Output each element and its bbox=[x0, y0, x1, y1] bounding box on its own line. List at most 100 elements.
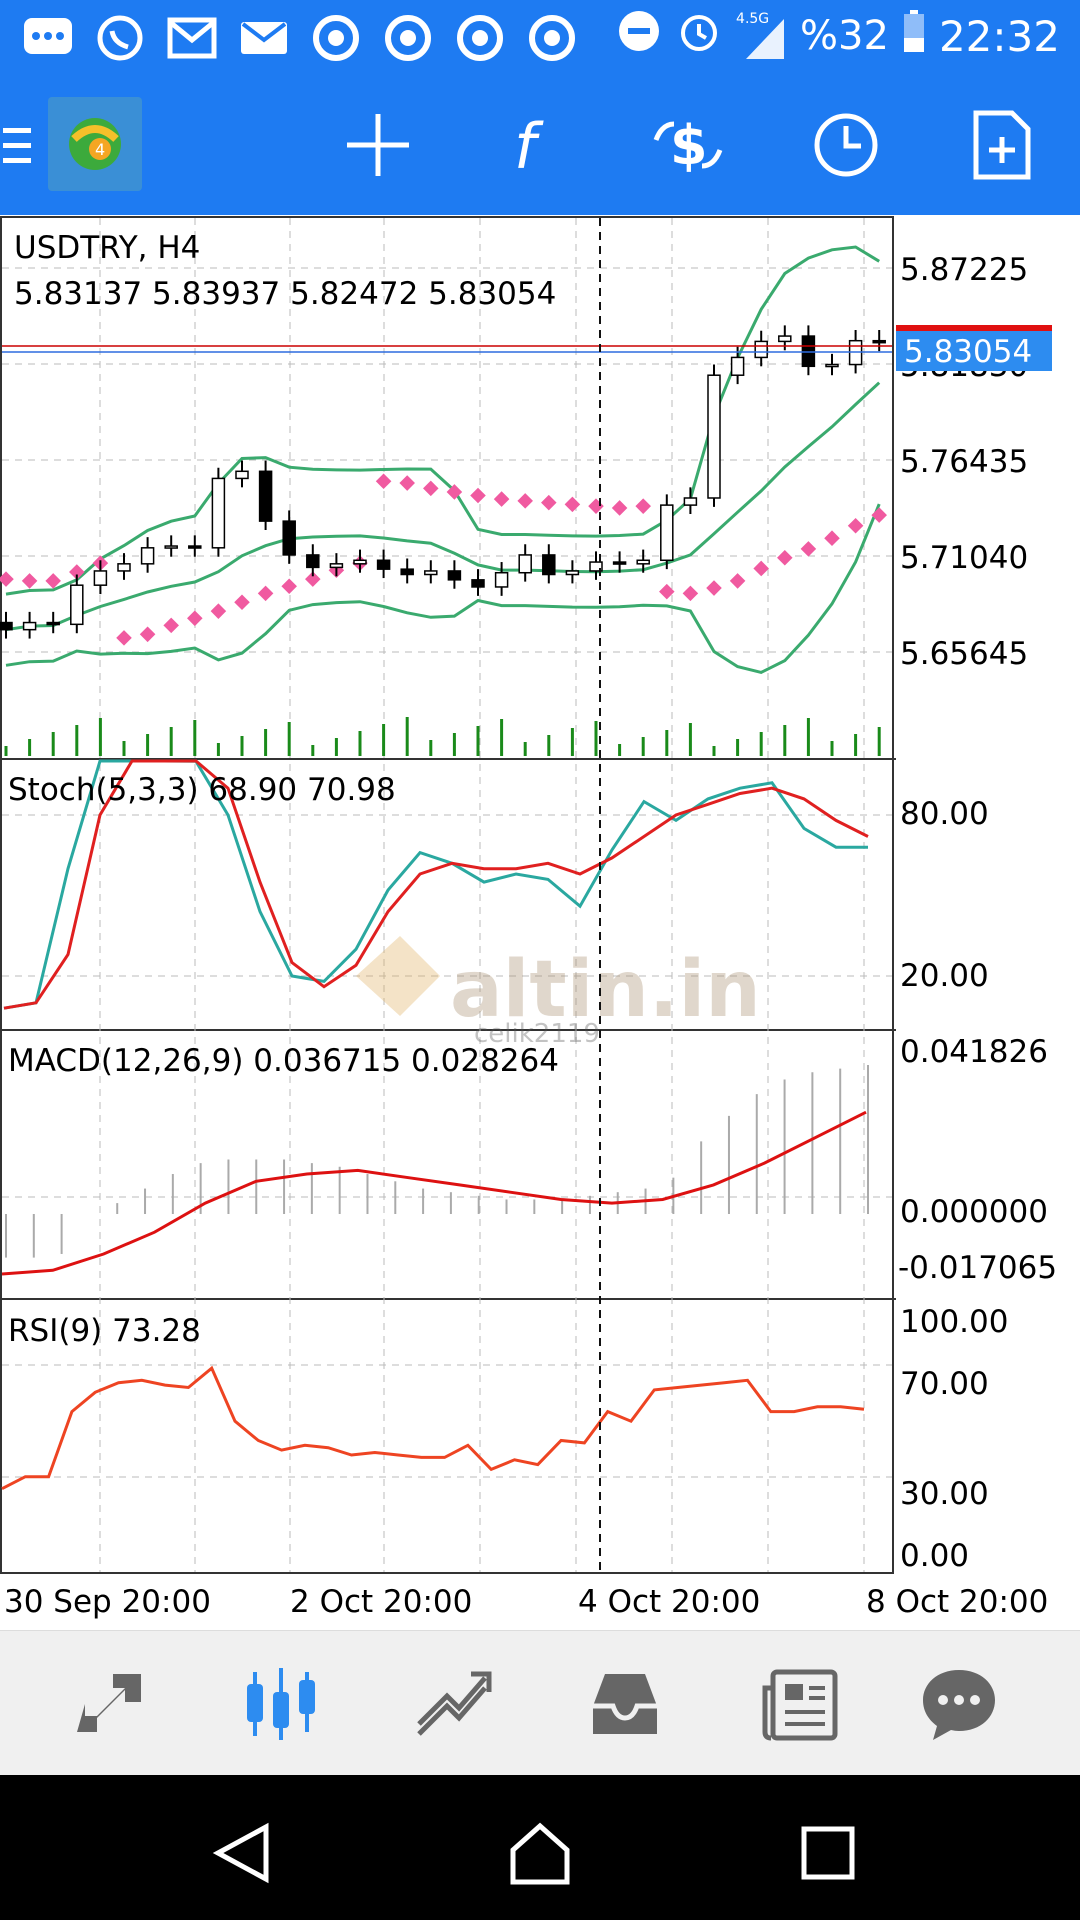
chrome-icon bbox=[452, 10, 508, 66]
candle-body bbox=[22, 621, 37, 631]
price-tick: 5.87225 bbox=[900, 252, 1028, 288]
sar-dot bbox=[234, 594, 250, 611]
candle-body bbox=[188, 545, 202, 549]
rsi-line bbox=[1, 1365, 865, 1491]
whatsapp-icon bbox=[92, 10, 148, 66]
stochastic-lines bbox=[3, 759, 869, 1010]
sar-dot bbox=[21, 573, 38, 589]
sar-dot bbox=[588, 498, 604, 514]
dnd-icon bbox=[616, 8, 662, 64]
price-tick: 5.65645 bbox=[900, 636, 1028, 672]
sar-dot bbox=[682, 585, 699, 602]
chart-area[interactable]: altin.in celik2119 USDTRY, H4 5.83137 5.… bbox=[0, 216, 1080, 1630]
candle-body bbox=[471, 579, 485, 588]
quotes-icon[interactable] bbox=[64, 1659, 154, 1749]
candle-body bbox=[589, 561, 603, 572]
news-icon[interactable] bbox=[756, 1659, 846, 1749]
sar-dot bbox=[541, 494, 557, 511]
alarm-icon bbox=[676, 8, 722, 64]
stoch-signal-line bbox=[3, 759, 869, 1010]
price-tick: 5.76435 bbox=[900, 444, 1028, 480]
bottom-navigation bbox=[0, 1630, 1080, 1776]
candle-body bbox=[93, 570, 108, 586]
chart-grid bbox=[2, 218, 892, 1572]
watermark: altin.in celik2119 bbox=[356, 936, 761, 1049]
time-label: 8 Oct 20:00 bbox=[866, 1584, 1048, 1620]
symbol-label: USDTRY, H4 bbox=[14, 230, 200, 266]
current-price-tag: 5.83054 bbox=[896, 325, 1052, 371]
sar-dot bbox=[564, 496, 581, 513]
sar-dot bbox=[423, 480, 439, 497]
candle-body bbox=[707, 374, 721, 499]
recents-icon[interactable] bbox=[788, 1813, 868, 1893]
sar-dot bbox=[446, 484, 463, 500]
time-label: 30 Sep 20:00 bbox=[4, 1584, 211, 1620]
home-icon[interactable] bbox=[500, 1813, 580, 1893]
candle-body bbox=[683, 497, 698, 506]
sar-dot bbox=[635, 498, 651, 514]
chrome-icon bbox=[380, 10, 436, 66]
back-icon[interactable] bbox=[202, 1813, 282, 1893]
gmail-icon bbox=[164, 10, 220, 66]
chat-icon[interactable] bbox=[914, 1659, 1004, 1749]
clock: 22:32 bbox=[938, 11, 1060, 61]
macd-label: MACD(12,26,9) 0.036715 0.028264 bbox=[8, 1043, 559, 1079]
candle-body bbox=[353, 559, 367, 565]
candle-body bbox=[801, 335, 816, 368]
sar-dot bbox=[257, 585, 274, 602]
history-icon[interactable] bbox=[580, 1659, 670, 1749]
notification-icons bbox=[20, 10, 580, 66]
time-label: 4 Oct 20:00 bbox=[578, 1584, 760, 1620]
sar-dot bbox=[470, 487, 486, 504]
svg-text:4: 4 bbox=[95, 140, 105, 159]
sar-dot bbox=[753, 560, 769, 577]
menu-icon[interactable] bbox=[0, 105, 36, 185]
candle-body bbox=[730, 356, 745, 376]
battery-icon bbox=[903, 10, 925, 62]
crosshair-icon[interactable] bbox=[338, 105, 418, 185]
sar-dot bbox=[611, 500, 628, 516]
candles bbox=[0, 325, 886, 639]
network-type: 4.5G bbox=[736, 11, 770, 27]
candle-body bbox=[872, 339, 886, 344]
rsi-label: RSI(9) 73.28 bbox=[8, 1313, 201, 1349]
trade-icon[interactable]: $ bbox=[648, 105, 728, 185]
timeframe-icon[interactable] bbox=[806, 105, 886, 185]
watermark-text: altin.in bbox=[450, 945, 761, 1035]
bollinger-middle bbox=[5, 381, 881, 632]
indicators-icon[interactable]: f bbox=[494, 105, 574, 185]
sar-dot bbox=[0, 571, 14, 587]
macd-lines bbox=[1, 1065, 869, 1276]
status-bar: 4.5G %32 22:32 bbox=[0, 0, 1080, 75]
candle-body bbox=[211, 477, 226, 549]
top-toolbar: 4 f $ bbox=[0, 75, 1080, 215]
candle-body bbox=[140, 547, 155, 565]
chart-canvas[interactable]: altin.in celik2119 USDTRY, H4 5.83137 5.… bbox=[0, 216, 1080, 1630]
system-navigation bbox=[0, 1775, 1080, 1920]
candle-body bbox=[424, 570, 438, 576]
sar-dot bbox=[777, 550, 793, 566]
candle-body bbox=[825, 363, 839, 368]
trade-icon[interactable] bbox=[408, 1659, 498, 1749]
sms-icon bbox=[20, 10, 76, 66]
candle-body bbox=[400, 568, 414, 576]
candle-body bbox=[494, 571, 509, 588]
sar-dot bbox=[847, 517, 864, 534]
candle-body bbox=[0, 621, 13, 631]
status-right: 4.5G %32 22:32 bbox=[616, 8, 1060, 64]
candle-body bbox=[164, 545, 178, 549]
price-tick: 5.71040 bbox=[900, 540, 1028, 576]
chart-icon[interactable] bbox=[236, 1659, 326, 1749]
candle-body bbox=[778, 335, 792, 343]
sar-dot bbox=[116, 630, 132, 646]
sar-dot bbox=[210, 603, 227, 619]
macd-tick: -0.017065 bbox=[898, 1250, 1057, 1286]
stoch-label: Stoch(5,3,3) 68.90 70.98 bbox=[8, 772, 396, 808]
mail-icon bbox=[236, 10, 292, 66]
candle-body bbox=[447, 570, 462, 581]
new-order-icon[interactable] bbox=[962, 105, 1042, 185]
candle-body bbox=[70, 584, 84, 626]
chrome-icon bbox=[308, 10, 364, 66]
sar-dot bbox=[399, 475, 415, 491]
metatrader-logo[interactable]: 4 bbox=[48, 97, 142, 191]
